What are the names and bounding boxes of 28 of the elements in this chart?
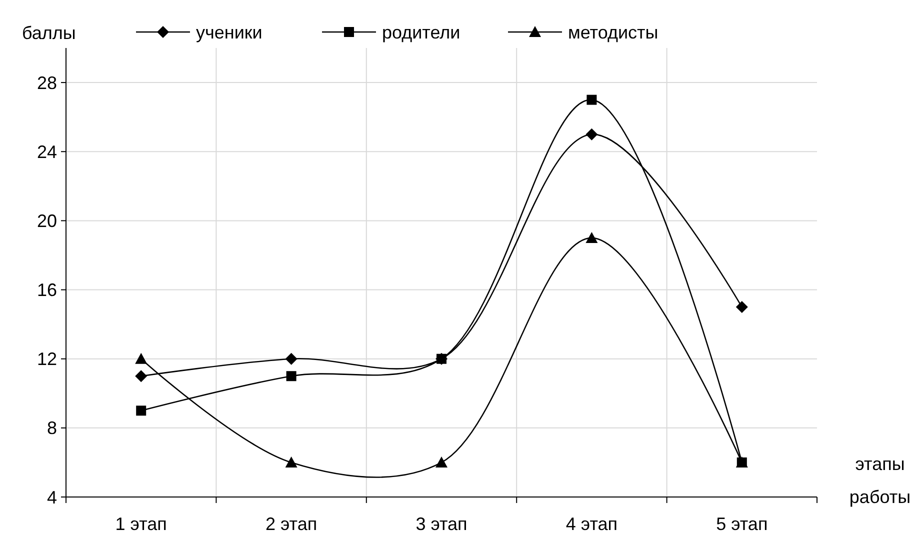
y-tick-label: 28 (36, 72, 57, 93)
x-tick-label: 5 этап (716, 514, 768, 534)
point (736, 301, 748, 314)
legend-label: родители (382, 22, 460, 42)
point (285, 352, 298, 365)
point (586, 128, 598, 140)
point (586, 232, 598, 243)
y-tick-label: 20 (36, 210, 57, 231)
legend-label: методисты (568, 22, 658, 42)
y-tick-label: 4 (46, 487, 57, 508)
x-tick-label: 1 этап (115, 514, 167, 534)
y-axis-title: баллы (22, 23, 76, 43)
point (135, 370, 148, 382)
x-tick-label: 2 этап (265, 514, 318, 534)
point (136, 406, 146, 416)
point (586, 94, 597, 105)
point (286, 371, 296, 382)
x-tick-label: 4 этап (566, 514, 618, 534)
y-tick-label: 8 (46, 418, 57, 438)
x-tick-label: 3 этап (416, 514, 468, 534)
y-tick-label: 12 (36, 349, 57, 370)
point (135, 352, 148, 364)
x-axis-title: этапы работы (849, 454, 911, 507)
point (436, 456, 448, 468)
point (285, 456, 298, 468)
legend-label: ученики (196, 22, 262, 42)
y-tick-label: 24 (36, 142, 57, 162)
y-tick-label: 16 (36, 280, 57, 300)
